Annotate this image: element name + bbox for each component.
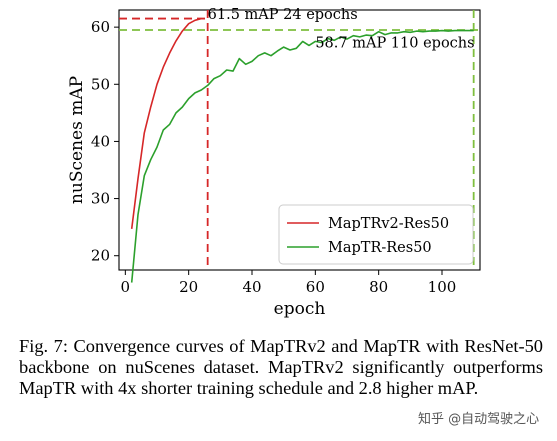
annotation-1: 58.7 mAP 110 epochs (315, 36, 474, 52)
ticks-layer: 0 20 40 60 80 100 20 30 40 50 60 (91, 18, 456, 296)
legend-box (278, 204, 474, 265)
plot-border (118, 9, 481, 271)
x-tick-label: 80 (369, 278, 388, 296)
figure-caption: Fig. 7: Convergence curves of MapTRv2 an… (19, 336, 543, 398)
y-tick-label: 60 (91, 18, 110, 36)
series-line-0 (130, 17, 202, 229)
legend-label-1: MapTR-Res50 (328, 240, 432, 256)
x-tick-label: 20 (179, 278, 198, 296)
series-layer (130, 17, 474, 283)
x-tick-label: 100 (428, 278, 457, 296)
legend: MapTRv2-Res50 MapTR-Res50 (278, 204, 474, 265)
legend-label-0: MapTRv2-Res50 (328, 216, 449, 232)
x-axis-label: epoch (274, 299, 326, 319)
chart: 0 20 40 60 80 100 20 30 40 50 60 61.5 mAP 24 epoch… (67, 7, 481, 319)
plot-frame (118, 9, 481, 271)
x-tick-label: 0 (121, 278, 131, 296)
y-tick-label: 30 (91, 190, 110, 208)
series-line-1 (130, 29, 474, 283)
y-tick-label: 50 (91, 75, 110, 93)
x-tick-label: 40 (242, 278, 261, 296)
y-tick-label: 40 (91, 132, 110, 150)
annotation-0: 61.5 mAP 24 epochs (208, 7, 358, 23)
y-axis-label: nuScenes mAP (67, 76, 87, 204)
watermark: 知乎 @自动驾驶之心 (418, 412, 540, 427)
annotations: 61.5 mAP 24 epochs 58.7 mAP 110 epochs (208, 7, 475, 52)
y-tick-label: 20 (91, 247, 110, 265)
reference-lines (119, 10, 480, 270)
x-tick-label: 60 (306, 278, 325, 296)
